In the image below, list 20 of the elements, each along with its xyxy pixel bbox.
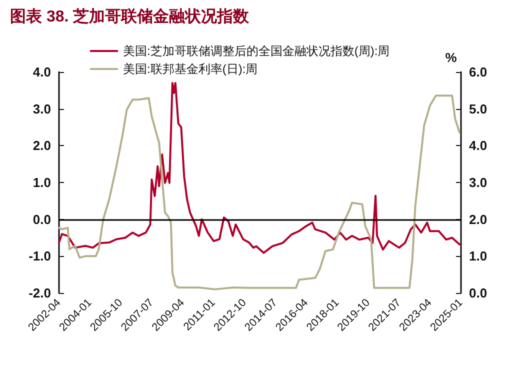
y2-tick-label: 1.0	[469, 248, 488, 264]
y-tick-label: 3.0	[32, 101, 51, 116]
y-tick-label: 0.0	[32, 212, 51, 227]
y-tick-label: -1.0	[28, 248, 51, 264]
line-series	[58, 82, 460, 254]
y2-axis-title: %	[445, 50, 458, 65]
y-tick-label: 2.0	[32, 138, 51, 154]
y2-tick-label: 6.0	[469, 64, 488, 80]
y2-tick-label: 2.0	[469, 212, 488, 227]
legend-label: 美国:芝加哥联储调整后的全国金融状况指数(周):周	[123, 44, 390, 58]
y-tick-label: 4.0	[32, 64, 51, 80]
y2-tick-label: 3.0	[469, 175, 488, 190]
legend-label: 美国:联邦基金利率(日):周	[123, 62, 258, 76]
y-tick-label: 1.0	[32, 175, 51, 190]
y2-tick-label: 5.0	[469, 101, 488, 116]
y-tick-label: -2.0	[28, 286, 51, 300]
y2-tick-label: 0.0	[469, 286, 488, 300]
line-series	[58, 94, 460, 290]
y2-tick-label: 4.0	[469, 138, 488, 154]
chart-title: 图表 38. 芝加哥联储金融状况指数	[10, 8, 250, 26]
